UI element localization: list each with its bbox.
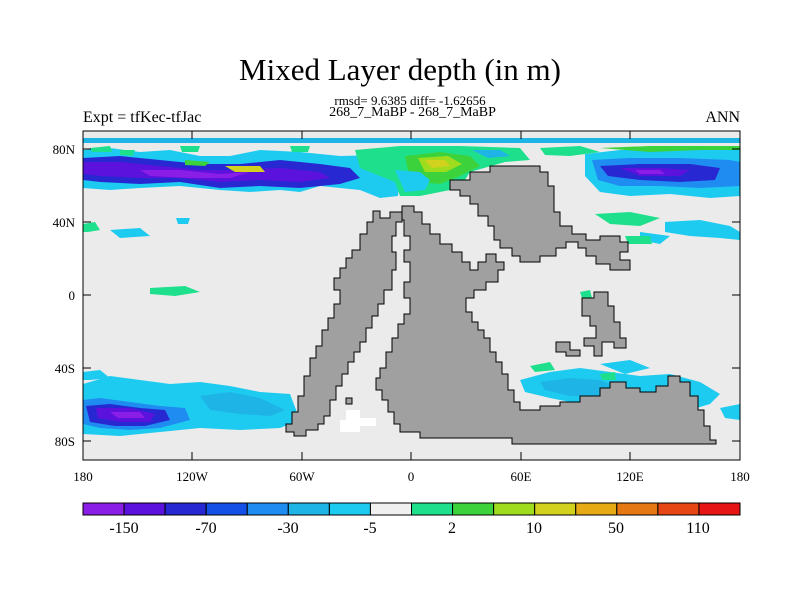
colorbar-box bbox=[657, 502, 700, 516]
colorbar-label: -30 bbox=[277, 520, 298, 537]
land-small bbox=[555, 341, 581, 357]
left-string: Expt = tfKec-tfJac bbox=[83, 109, 202, 126]
land-west bbox=[285, 210, 403, 437]
colorbar-box bbox=[534, 502, 577, 516]
north-atlantic-anomaly bbox=[83, 146, 400, 198]
colorbar-box bbox=[328, 502, 371, 516]
lat-tick-label: 0 bbox=[69, 288, 76, 303]
lon-tick-label: 120W bbox=[176, 469, 209, 484]
colorbar-label: 10 bbox=[526, 520, 542, 537]
colorbar-box bbox=[246, 502, 289, 516]
colorbar-box bbox=[698, 502, 741, 516]
colorbar-box bbox=[452, 502, 495, 516]
colorbar-box bbox=[493, 502, 536, 516]
colorbar-box bbox=[82, 502, 125, 516]
nordic-seas-anomaly bbox=[355, 146, 530, 196]
missing-data-area bbox=[340, 410, 376, 432]
stats-line: rmsd= 9.6385 diff= -1.62656 bbox=[334, 93, 486, 108]
north-pacific-anomaly bbox=[540, 146, 740, 198]
ocean-anomaly-shapes bbox=[83, 212, 740, 298]
colorbar-box bbox=[369, 502, 413, 516]
lat-tick-label: 80N bbox=[53, 142, 76, 157]
lon-tick-label: 60E bbox=[511, 469, 532, 484]
colorbar-label: 50 bbox=[608, 520, 624, 537]
colorbar-box bbox=[205, 502, 248, 516]
colorbar-box bbox=[575, 502, 618, 516]
lon-tick-label: 60W bbox=[289, 469, 315, 484]
right-string: ANN bbox=[705, 109, 740, 126]
lon-tick-label: 180 bbox=[730, 469, 750, 484]
map-panel bbox=[82, 130, 741, 461]
lon-tick-labels: 180 120W 60W 0 60E 120E 180 bbox=[73, 469, 750, 484]
lat-tick-label: 40S bbox=[55, 361, 75, 376]
land-island bbox=[581, 291, 627, 357]
colorbar-box bbox=[164, 502, 207, 516]
colorbar-box bbox=[123, 502, 166, 516]
land-antarctic-peninsula bbox=[345, 397, 353, 405]
colorbar-label: -5 bbox=[363, 520, 376, 537]
colorbar-box bbox=[411, 502, 454, 516]
plot-title: Mixed Layer depth (in m) bbox=[239, 52, 561, 87]
land-central bbox=[375, 205, 717, 445]
colorbar-label: -70 bbox=[195, 520, 216, 537]
colorbar-label: -150 bbox=[109, 520, 138, 537]
colorbar bbox=[82, 502, 741, 516]
colorbar-box bbox=[616, 502, 659, 516]
lon-tick-label: 120E bbox=[616, 469, 644, 484]
lat-tick-label: 80S bbox=[55, 434, 75, 449]
experiment-line: 268_7_MaBP - 268_7_MaBP bbox=[329, 105, 496, 120]
lat-tick-labels: 80N 40N 0 40S 80S bbox=[53, 142, 76, 449]
colorbar-label: 2 bbox=[448, 520, 456, 537]
colorbar-box bbox=[287, 502, 330, 516]
land-shapes bbox=[285, 165, 717, 445]
axis-ticks bbox=[82, 131, 741, 460]
land-north-east bbox=[449, 165, 631, 271]
colorbar-labels: -150 -70 -30 -5 2 10 50 110 bbox=[109, 520, 709, 537]
lon-tick-label: 180 bbox=[73, 469, 93, 484]
lat-tick-label: 40N bbox=[53, 215, 76, 230]
colorbar-label: 110 bbox=[686, 520, 709, 537]
ocean-anomaly-shape bbox=[83, 138, 740, 143]
lon-tick-label: 0 bbox=[408, 469, 415, 484]
